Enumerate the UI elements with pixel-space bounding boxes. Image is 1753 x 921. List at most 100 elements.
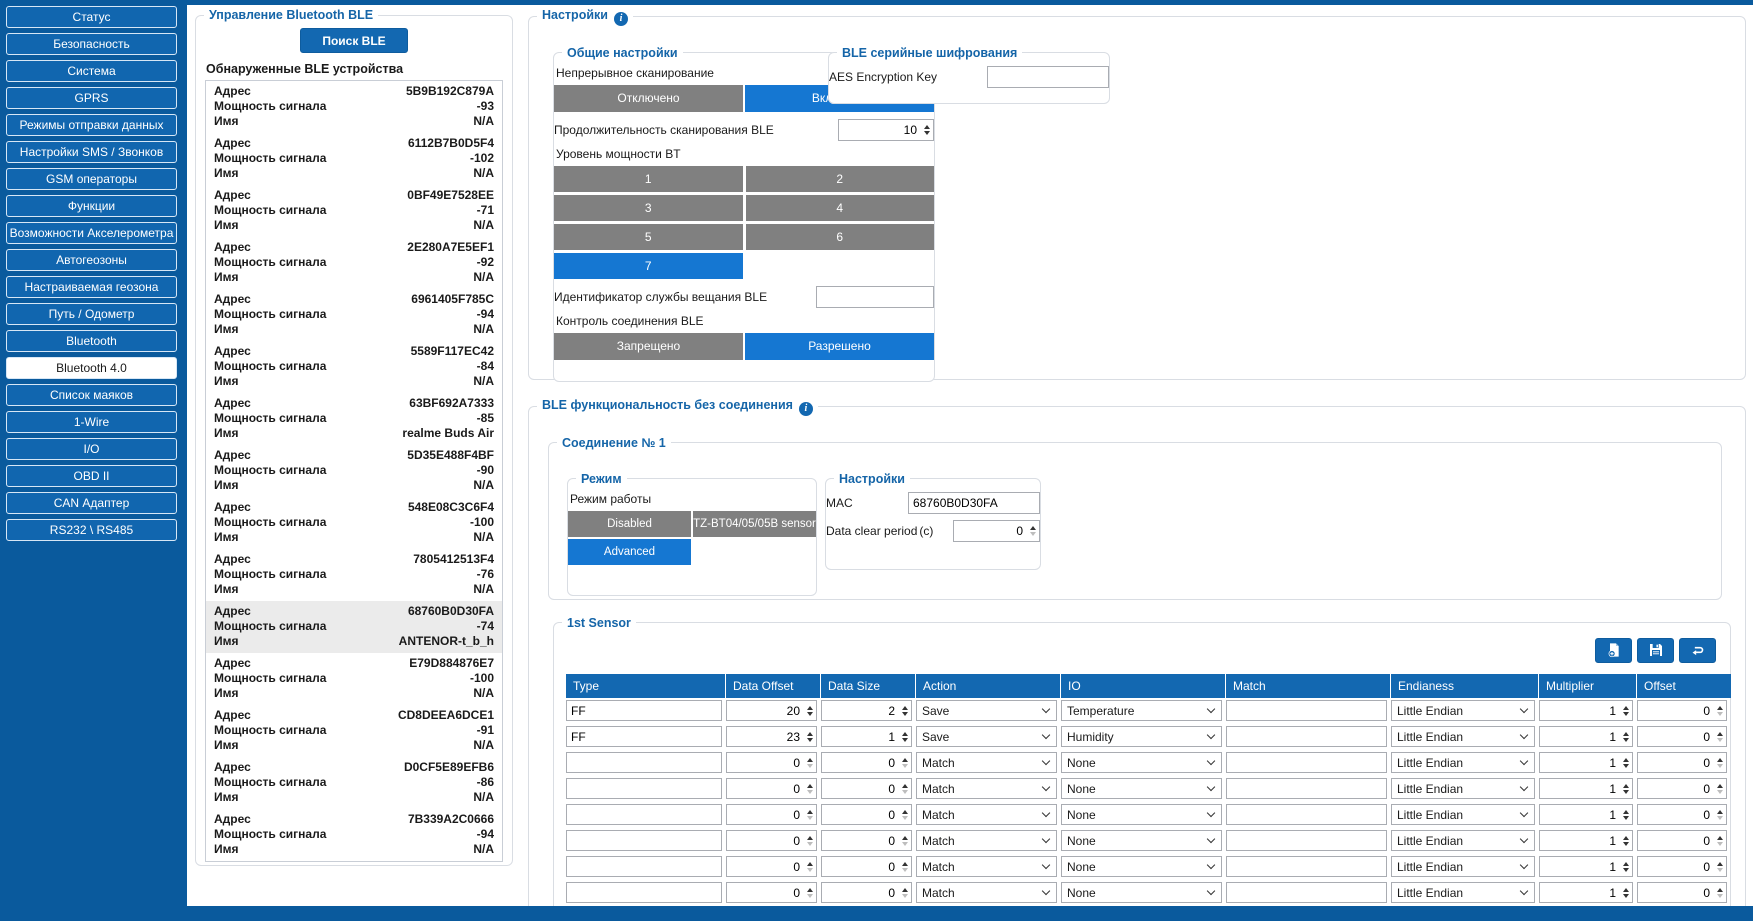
data-offset-spinner[interactable] [726,752,817,773]
data-size-spinner[interactable] [821,752,912,773]
multiplier-spinner[interactable] [1539,726,1633,747]
spinner-down-icon[interactable] [1716,841,1723,846]
type-input[interactable] [566,856,722,877]
io-select[interactable]: Humidity [1061,726,1222,747]
io-select[interactable]: Temperature [1061,700,1222,721]
ble-device-item[interactable]: Адрес 63BF692A7333 Мощность сигнала -85 Имя r… [206,393,502,445]
sidebar-item-gprs[interactable]: GPRS [6,87,177,109]
data-size-spinner[interactable] [821,830,912,851]
sidebar-item-bluetooth[interactable]: Bluetooth [6,330,177,352]
spinner-up-icon[interactable] [901,783,908,788]
type-input[interactable] [566,830,722,851]
data-offset-spinner-value[interactable] [727,805,803,824]
spinner-down-icon[interactable] [901,815,908,820]
data-offset-spinner-value[interactable] [727,831,803,850]
match-input[interactable] [1226,804,1387,825]
spinner-up-icon[interactable] [1622,731,1629,736]
spinner-up-icon[interactable] [806,783,813,788]
sidebar-item-can-adapter[interactable]: CAN Адаптер [6,492,177,514]
offset-spinner[interactable] [1637,882,1727,903]
endianess-select[interactable]: Little Endian [1391,700,1535,721]
endianess-select[interactable]: Little Endian [1391,882,1535,903]
spinner-down-icon[interactable] [901,737,908,742]
spinner-up-icon[interactable] [1622,783,1629,788]
spinner-arrows[interactable] [803,779,816,798]
spinner-up-icon[interactable] [901,887,908,892]
connection-control-option-1[interactable]: Разрешено [745,332,934,360]
spinner-up-icon[interactable] [1622,887,1629,892]
data-offset-spinner[interactable] [726,726,817,747]
offset-spinner[interactable] [1637,856,1727,877]
multiplier-spinner[interactable] [1539,752,1633,773]
data-size-spinner[interactable] [821,856,912,877]
data-offset-spinner[interactable] [726,700,817,721]
spinner-arrows[interactable] [803,883,816,902]
spinner-down-icon[interactable] [1622,841,1629,846]
spinner-up-icon[interactable] [1622,757,1629,762]
reload-button[interactable] [1679,637,1716,663]
spinner-down-icon[interactable] [806,893,813,898]
io-select[interactable]: None [1061,752,1222,773]
multiplier-spinner-value[interactable] [1540,805,1619,824]
spinner-down-icon[interactable] [806,737,813,742]
multiplier-spinner-value[interactable] [1540,727,1619,746]
spinner-down-icon[interactable] [806,789,813,794]
spinner-arrows[interactable] [1619,883,1632,902]
spinner-up-icon[interactable] [1622,861,1629,866]
data-offset-spinner-value[interactable] [727,753,803,772]
spinner-arrows[interactable] [1619,831,1632,850]
connection-control-option-0[interactable]: Запрещено [554,332,743,360]
power-level-6[interactable]: 6 [745,223,934,250]
spinner-up-icon[interactable] [1029,525,1036,530]
sidebar-item-bluetooth-4-0[interactable]: Bluetooth 4.0 [6,357,177,379]
action-select[interactable]: Match [916,752,1057,773]
offset-spinner-value[interactable] [1638,753,1713,772]
spinner-arrows[interactable] [898,727,911,746]
sidebar-item-gsm-operators[interactable]: GSM операторы [6,168,177,190]
spinner-up-icon[interactable] [1716,861,1723,866]
data-size-spinner[interactable] [821,778,912,799]
spinner-up-icon[interactable] [923,124,930,129]
offset-spinner-value[interactable] [1638,727,1713,746]
spinner-down-icon[interactable] [1622,737,1629,742]
spinner-down-icon[interactable] [1622,893,1629,898]
spinner-down-icon[interactable] [806,815,813,820]
data-clear-period-spinner-value[interactable] [954,520,1026,541]
ble-device-item[interactable]: Адрес 68760B0D30FA Мощность сигнала -74 Имя A… [206,601,502,653]
spinner-up-icon[interactable] [806,705,813,710]
spinner-down-icon[interactable] [1716,867,1723,872]
endianess-select[interactable]: Little Endian [1391,856,1535,877]
data-offset-spinner[interactable] [726,830,817,851]
data-size-spinner-value[interactable] [822,701,898,720]
spinner-arrows[interactable] [898,701,911,720]
data-clear-period-spinner[interactable] [953,519,1040,542]
spinner-arrows[interactable] [1713,701,1726,720]
spinner-arrows[interactable] [1713,857,1726,876]
spinner-up-icon[interactable] [1622,835,1629,840]
power-level-5[interactable]: 5 [554,223,743,250]
sidebar-item-manual-geofence[interactable]: Настраиваемая геозона [6,276,177,298]
spinner-down-icon[interactable] [1716,763,1723,768]
sidebar-item-status[interactable]: Статус [6,6,177,28]
sidebar-item-rs232-rs485[interactable]: RS232 \ RS485 [6,519,177,541]
offset-spinner[interactable] [1637,726,1727,747]
sidebar-item-auto-geofences[interactable]: Автогеозоны [6,249,177,271]
spinner-arrows[interactable] [803,727,816,746]
data-size-spinner[interactable] [821,804,912,825]
spinner-up-icon[interactable] [806,731,813,736]
ble-device-item[interactable]: Адрес 6961405F785C Мощность сигнала -94 Имя N… [206,289,502,341]
spinner-up-icon[interactable] [806,861,813,866]
offset-spinner-value[interactable] [1638,857,1713,876]
type-input[interactable] [566,778,722,799]
ble-scan-button[interactable]: Поиск BLE [300,28,408,53]
spinner-down-icon[interactable] [901,711,908,716]
spinner-down-icon[interactable] [806,841,813,846]
spinner-down-icon[interactable] [1716,815,1723,820]
spinner-down-icon[interactable] [1622,711,1629,716]
spinner-up-icon[interactable] [1716,835,1723,840]
match-input[interactable] [1226,700,1387,721]
endianess-select[interactable]: Little Endian [1391,830,1535,851]
match-input[interactable] [1226,726,1387,747]
spinner-arrows[interactable] [1619,805,1632,824]
offset-spinner-value[interactable] [1638,883,1713,902]
